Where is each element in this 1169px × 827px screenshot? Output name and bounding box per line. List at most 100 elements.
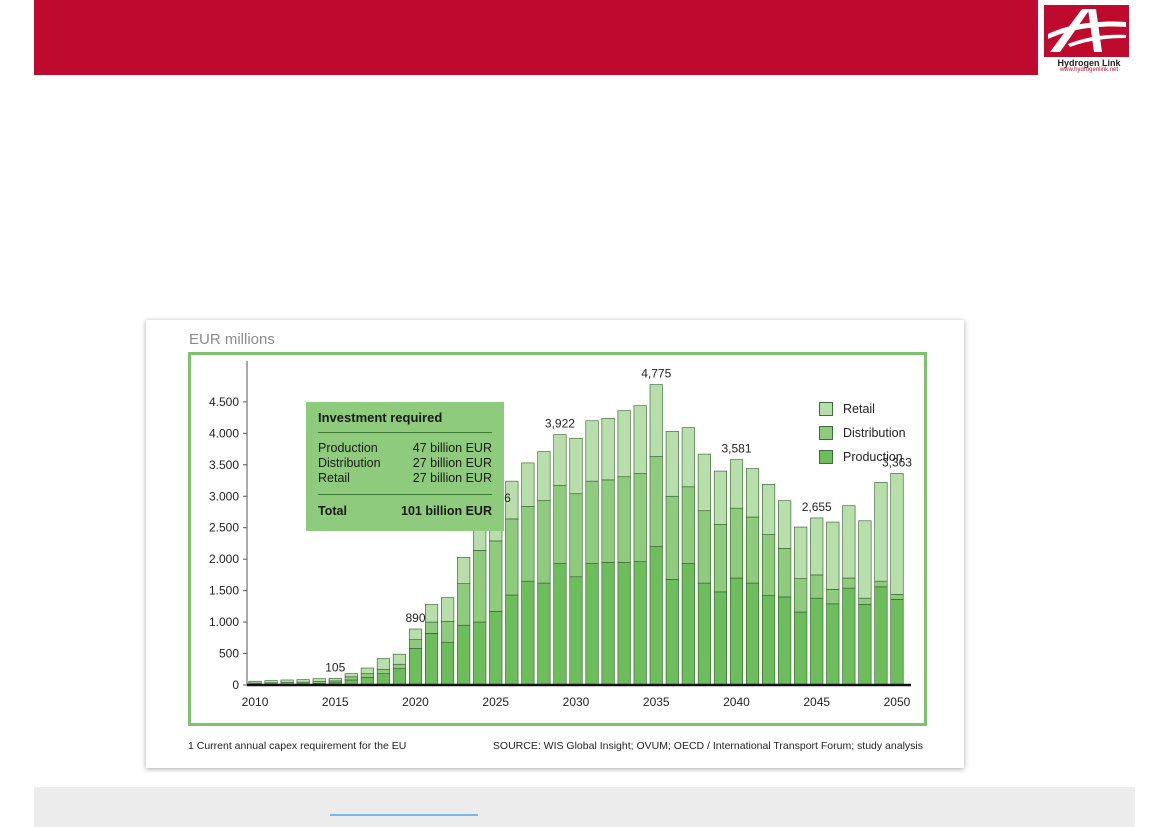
bar-production-2040 — [729, 577, 744, 686]
data-label-2029: 3,922 — [545, 417, 575, 431]
bar-production-2028 — [537, 582, 551, 686]
x-tick-label: 2020 — [402, 695, 429, 709]
bar-retail-2041 — [745, 468, 760, 518]
bar-retail-2012 — [280, 679, 294, 683]
legend-label: Production — [843, 450, 903, 464]
x-tick-label: 2050 — [884, 695, 911, 709]
y-tick-label: 4.500 — [209, 395, 239, 409]
header-banner — [34, 0, 1135, 75]
investment-total-value: 101 billion EUR — [401, 504, 492, 518]
bar-distribution-2017 — [360, 673, 374, 678]
bar-retail-2035 — [649, 384, 663, 457]
legend-label: Distribution — [843, 426, 906, 440]
bar-retail-2028 — [537, 451, 551, 501]
bar-retail-2014 — [312, 678, 326, 682]
bar-retail-2026 — [505, 480, 519, 520]
legend-item-retail: Retail — [819, 397, 906, 421]
logo-mark-icon — [1044, 5, 1129, 57]
investment-row-value: 47 billion EUR — [412, 441, 492, 455]
bar-distribution-2040 — [729, 507, 744, 579]
y-tick-label: 3.500 — [209, 458, 239, 472]
legend-item-production: Production — [819, 445, 906, 469]
bar-distribution-2036 — [665, 495, 679, 580]
bar-distribution-2031 — [585, 480, 599, 564]
bar-production-2035 — [649, 546, 663, 686]
footer-band — [34, 787, 1135, 827]
bar-distribution-2047 — [842, 577, 856, 589]
legend-swatch — [819, 450, 833, 464]
data-label-2050: 3,363 — [882, 455, 912, 469]
bar-production-2047 — [842, 587, 856, 686]
bar-retail-2016 — [344, 673, 358, 678]
y-tick-label: 0 — [232, 678, 239, 692]
bar-production-2020 — [408, 648, 423, 686]
bar-production-2032 — [601, 562, 615, 686]
source-note: SOURCE: WIS Global Insight; OVUM; OECD /… — [492, 740, 923, 752]
data-label-2045: 2,655 — [802, 500, 832, 514]
bar-distribution-2035 — [649, 456, 663, 547]
bar-distribution-2020 — [408, 639, 423, 649]
legend: Retail Distribution Production — [819, 397, 906, 469]
bar-distribution-2028 — [537, 500, 551, 584]
bar-production-2039 — [713, 591, 727, 686]
investment-row-retail: Retail 27 billion EUR — [318, 471, 492, 486]
bar-retail-2046 — [826, 521, 840, 590]
investment-row-label: Distribution — [318, 456, 381, 470]
bar-distribution-2048 — [858, 597, 872, 605]
footer-link[interactable] — [330, 814, 478, 816]
investment-row-distribution: Distribution 27 billion EUR — [318, 456, 492, 471]
investment-row-label: Retail — [318, 471, 350, 485]
bar-distribution-2018 — [376, 668, 390, 674]
bar-retail-2037 — [681, 427, 695, 488]
bar-retail-2021 — [425, 604, 439, 623]
data-label-2040: 3,581 — [721, 442, 751, 456]
x-tick-label: 2030 — [563, 695, 590, 709]
bar-production-2041 — [745, 582, 760, 686]
bar-distribution-2030 — [569, 493, 583, 578]
y-tick-label: 1.500 — [209, 584, 239, 598]
investment-chart: 0 500 1.000 1.500 2.000 2.500 3.000 3.500 4.000 4… — [209, 361, 912, 709]
bar-production-2043 — [778, 596, 792, 686]
data-label-2015: 105 — [325, 660, 345, 674]
bar-production-2042 — [762, 595, 776, 686]
bar-distribution-2022 — [441, 621, 455, 643]
bar-production-2026 — [505, 594, 519, 686]
data-label-2020: 890 — [405, 611, 425, 625]
legend-swatch — [819, 402, 833, 416]
bar-retail-2015 — [328, 678, 342, 682]
bar-production-2018 — [376, 673, 390, 686]
bar-retail-2047 — [842, 505, 856, 579]
bar-production-2038 — [697, 582, 711, 686]
bar-retail-2011 — [264, 680, 278, 684]
bar-retail-2018 — [376, 658, 390, 670]
bar-distribution-2050 — [890, 594, 904, 600]
bar-retail-2036 — [665, 431, 679, 497]
investment-total-label: Total — [318, 504, 347, 518]
bar-production-2036 — [665, 579, 679, 686]
bar-retail-2019 — [392, 653, 407, 665]
investment-divider — [318, 494, 492, 495]
bar-retail-2029 — [553, 434, 567, 486]
bar-production-2025 — [489, 611, 503, 686]
bar-distribution-2024 — [473, 550, 487, 623]
investment-divider — [318, 432, 492, 433]
bar-retail-2049 — [874, 482, 888, 582]
legend-item-distribution: Distribution — [819, 421, 906, 445]
legend-swatch — [819, 426, 833, 440]
bar-distribution-2034 — [633, 473, 647, 562]
bar-distribution-2016 — [344, 676, 358, 681]
footnote: 1 Current annual capex requirement for t… — [188, 740, 407, 752]
bar-retail-2013 — [296, 679, 310, 683]
x-tick-label: 2045 — [803, 695, 830, 709]
bar-production-2033 — [617, 562, 631, 686]
bar-distribution-2029 — [553, 485, 567, 564]
y-tick-label: 3.000 — [209, 489, 239, 503]
x-tick-label: 2035 — [643, 695, 670, 709]
bar-production-2037 — [681, 563, 695, 686]
investment-row-production: Production 47 billion EUR — [318, 441, 492, 456]
chart-panel: EUR millions 0 500 1.000 1.500 2.000 2.500 3.0… — [146, 320, 964, 768]
bar-production-2034 — [633, 561, 647, 686]
bar-retail-2031 — [585, 420, 599, 482]
bar-distribution-2043 — [778, 548, 792, 598]
logo[interactable]: Hydrogen Link www.hydrogenlink.net — [1038, 0, 1135, 75]
